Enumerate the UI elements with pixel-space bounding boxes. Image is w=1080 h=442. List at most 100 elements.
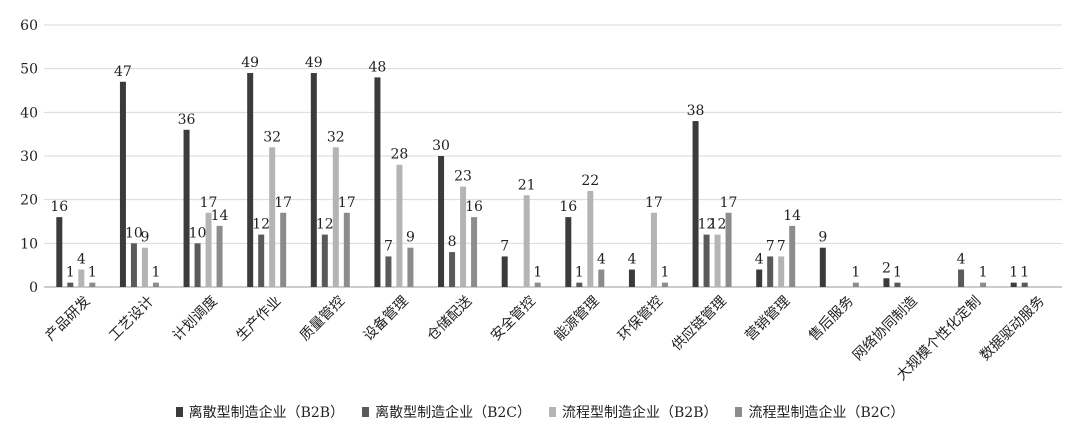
legend-label: 离散型制造企业（B2B）: [188, 405, 345, 421]
bar: [321, 234, 328, 287]
legend-swatch: [549, 407, 556, 417]
x-tick-label: 计划调度: [170, 293, 221, 344]
data-label: 4: [957, 252, 966, 268]
bar: [576, 282, 583, 287]
bar: [332, 147, 339, 287]
bar: [78, 269, 85, 287]
data-label: 48: [369, 59, 387, 75]
data-label: 16: [559, 199, 577, 215]
legend-item: 离散型制造企业（B2B）: [175, 402, 345, 422]
bar: [280, 212, 287, 287]
data-label: 17: [338, 195, 356, 211]
bar: [471, 217, 478, 287]
data-label: 4: [627, 252, 636, 268]
bar: [958, 269, 965, 287]
legend-item: 流程型制造企业（B2B）: [549, 402, 717, 422]
y-tick-label: 0: [29, 280, 38, 296]
bar: [692, 121, 699, 287]
data-label: 12: [709, 217, 727, 233]
bar: [661, 282, 668, 287]
bar: [89, 282, 96, 287]
data-label: 1: [979, 265, 988, 281]
x-tick-label: 生产作业: [233, 293, 284, 344]
data-label: 32: [327, 129, 345, 145]
bar: [141, 247, 148, 287]
data-label: 38: [687, 103, 705, 119]
data-label: 1: [660, 265, 669, 281]
y-tick-label: 50: [20, 62, 38, 78]
bar: [767, 256, 774, 287]
data-label: 9: [406, 230, 415, 246]
x-tick-label: 安全管控: [487, 293, 539, 345]
y-tick-label: 60: [20, 18, 38, 34]
bar: [523, 195, 530, 287]
x-tick-label: 仓储配送: [424, 293, 475, 344]
data-label: 1: [88, 265, 97, 281]
bar: [703, 234, 710, 287]
legend-label: 流程型制造企业（B2C）: [748, 405, 905, 421]
data-label: 1: [893, 265, 902, 281]
data-label: 32: [263, 129, 281, 145]
bar: [1010, 282, 1017, 287]
data-label: 10: [125, 225, 143, 241]
data-label: 47: [114, 64, 132, 80]
data-label: 12: [252, 217, 270, 233]
bar: [1021, 282, 1028, 287]
legend-swatch: [175, 407, 183, 417]
bar: [152, 282, 159, 287]
legend-item: 流程型制造企业（B2C）: [735, 402, 904, 422]
bar: [56, 217, 63, 287]
x-tick-label: 售后服务: [806, 293, 857, 344]
data-label: 1: [575, 265, 584, 281]
data-label: 9: [140, 230, 149, 246]
data-label: 7: [766, 238, 775, 254]
data-label: 9: [818, 230, 827, 246]
x-tick-label: 环保管控: [615, 293, 666, 344]
y-tick-label: 40: [20, 105, 38, 121]
data-label: 16: [465, 199, 483, 215]
data-label: 49: [241, 55, 259, 71]
x-tick-label: 设备管理: [360, 293, 412, 345]
data-label: 4: [77, 252, 86, 268]
bar: [385, 256, 392, 287]
bar: [852, 282, 859, 287]
x-tick-label: 营销管理: [742, 293, 793, 344]
bar: [194, 243, 201, 287]
legend-label: 离散型制造企业（B2C）: [375, 405, 531, 421]
data-label: 22: [581, 173, 599, 189]
legend-item: 离散型制造企业（B2C）: [362, 402, 531, 422]
bar: [587, 190, 594, 287]
bar: [565, 217, 572, 287]
x-tick-label: 工艺设计: [106, 293, 157, 344]
data-label: 7: [777, 238, 786, 254]
bar: [980, 282, 987, 287]
data-label: 14: [783, 208, 801, 224]
bar: [534, 282, 541, 287]
x-tick-label: 产品研发: [43, 293, 94, 344]
data-label: 1: [1020, 265, 1029, 281]
legend-swatch: [735, 407, 743, 417]
legend: 离散型制造企业（B2B） 离散型制造企业（B2C） 流程型制造企业（B2B） 流程型制…: [0, 402, 1080, 422]
bar: [628, 269, 635, 287]
data-label: 7: [500, 238, 509, 254]
bar: [650, 212, 657, 287]
bar: [216, 225, 223, 287]
data-label: 12: [316, 217, 334, 233]
data-label: 23: [454, 169, 472, 185]
data-label: 30: [432, 138, 450, 154]
data-label: 16: [50, 199, 68, 215]
bar: [343, 212, 350, 287]
bar: [714, 234, 721, 287]
bar: [183, 129, 190, 287]
bar: [725, 212, 732, 287]
bar: [756, 269, 763, 287]
data-label: 17: [274, 195, 292, 211]
data-label: 1: [1009, 265, 1018, 281]
data-label: 21: [518, 177, 536, 193]
bar: [894, 282, 901, 287]
x-tick-label: 能源管理: [552, 293, 603, 344]
bar: [438, 156, 445, 287]
bar: [819, 247, 826, 287]
bar-chart: 010203040506016141产品研发471091工艺设计36101714…: [20, 18, 1062, 384]
